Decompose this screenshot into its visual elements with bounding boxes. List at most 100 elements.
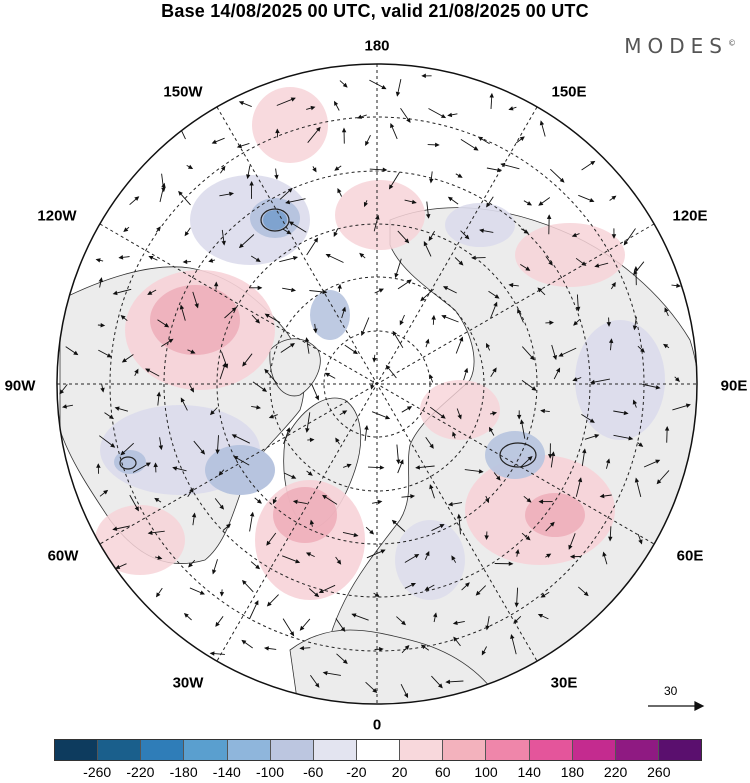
negative-anomaly [395,520,465,600]
wind-vector-head [445,679,451,685]
arctic-islands [269,338,321,397]
wind-vector-head [292,499,298,505]
wind-vector-head [589,418,595,423]
wind-vector-head [289,631,295,637]
wind-vector-head [406,117,411,123]
wind-vector-head [158,445,164,451]
wind-vector-head [154,497,160,503]
anomaly-shading [95,87,665,600]
wind-vector-head [212,569,217,575]
wind-vector-head [372,357,377,363]
wind-vector-head [510,634,515,639]
wind-vector-head [114,406,120,411]
colorbar-swatch [572,740,616,760]
wind-vector-head [425,550,430,557]
wind-vector-head [290,97,296,102]
wind-vector-head [255,564,261,570]
wind-vector-head [453,636,458,642]
wind-vector-head [254,600,259,606]
wind-vector-head [112,290,118,296]
wind-vector-head [582,448,587,454]
wind-vector-head [312,167,317,173]
colorbar-swatch [486,740,530,760]
wind-vector-head [663,343,669,349]
colorbar-tick-label: 60 [435,764,451,780]
wind-vector-head [440,113,447,119]
wind-vector-head [664,425,670,431]
wind-vector-head [266,601,272,607]
wind-vector-head [363,201,368,208]
wind-vector-head [526,201,533,206]
wind-vector-head [256,498,262,504]
colorbar-tick-label: 100 [474,764,498,780]
positive-anomaly [420,380,500,440]
wind-vector-head [569,554,575,559]
wind-vector-head [285,427,291,433]
wind-vector-head [428,236,433,242]
wind-vector-head [410,494,416,499]
wind-vector-head [508,106,514,111]
wind-vectors [59,73,691,699]
wind-vector-head [401,620,406,626]
wind-vector-head [238,101,244,106]
wind-vector-head [242,361,247,367]
wind-vector-head [526,497,532,503]
wind-vector-head [638,442,644,447]
wind-vector-head [145,462,151,467]
wind-vector-head [288,221,294,226]
wind-vector-head [531,386,537,391]
wind-vector-head [147,530,153,535]
wind-vector-head [439,524,445,529]
wind-vector-head [357,114,363,119]
wind-vector-head [215,621,220,627]
wind-vector-head [337,188,342,194]
wind-vector-head [489,92,494,98]
logo-text: MODES [624,34,728,58]
wind-vector-head [394,272,399,279]
wind-vector-head [440,414,446,419]
wind-vector-head [121,358,127,363]
wind-vector-head [390,122,395,129]
wind-vector-head [514,602,519,608]
wind-vector-head [241,639,247,645]
wind-vector-head [255,318,261,324]
wind-vector-head [605,458,611,464]
modes-logo: MODES© [624,34,736,58]
wind-vector-head [199,590,205,595]
wind-vector-head [495,475,501,481]
wind-vector-head [458,336,464,342]
negative-anomaly-core [114,450,146,474]
wind-vector-head [508,282,514,288]
wind-vector-head [611,281,616,288]
wind-vector-head [220,165,226,171]
wind-vector-head [295,559,301,564]
wind-vector-head [423,241,428,247]
wind-vector-head [538,499,544,504]
colorbar [54,739,702,761]
wind-vector-head [256,405,262,410]
colorbar-tick-label: -220 [126,764,155,780]
wind-vector-head [494,294,500,299]
wind-vector-head [623,240,629,246]
wind-vector-head [372,688,378,693]
wind-vector-head [274,174,279,180]
wind-vector-head [264,368,270,374]
wind-vector-head [527,456,533,461]
wind-vector-head [313,237,319,243]
wind-vector-head [59,389,65,395]
wind-vector-head [488,426,494,432]
wind-vector-head [425,213,431,219]
colorbar-tick-label: -140 [212,764,241,780]
colorbar-swatch [98,740,142,760]
wind-vector-head [465,582,470,588]
wind-vector-head [492,367,497,373]
wind-vector-head [340,626,346,632]
lon-label-120w: 120W [37,207,77,225]
wind-vector-head [655,459,661,464]
wind-vector-head [219,591,225,597]
wind-vector-head [255,257,261,262]
wind-vector-head [299,625,305,631]
wind-vector-head [120,450,126,456]
wind-vector-head [103,489,109,495]
